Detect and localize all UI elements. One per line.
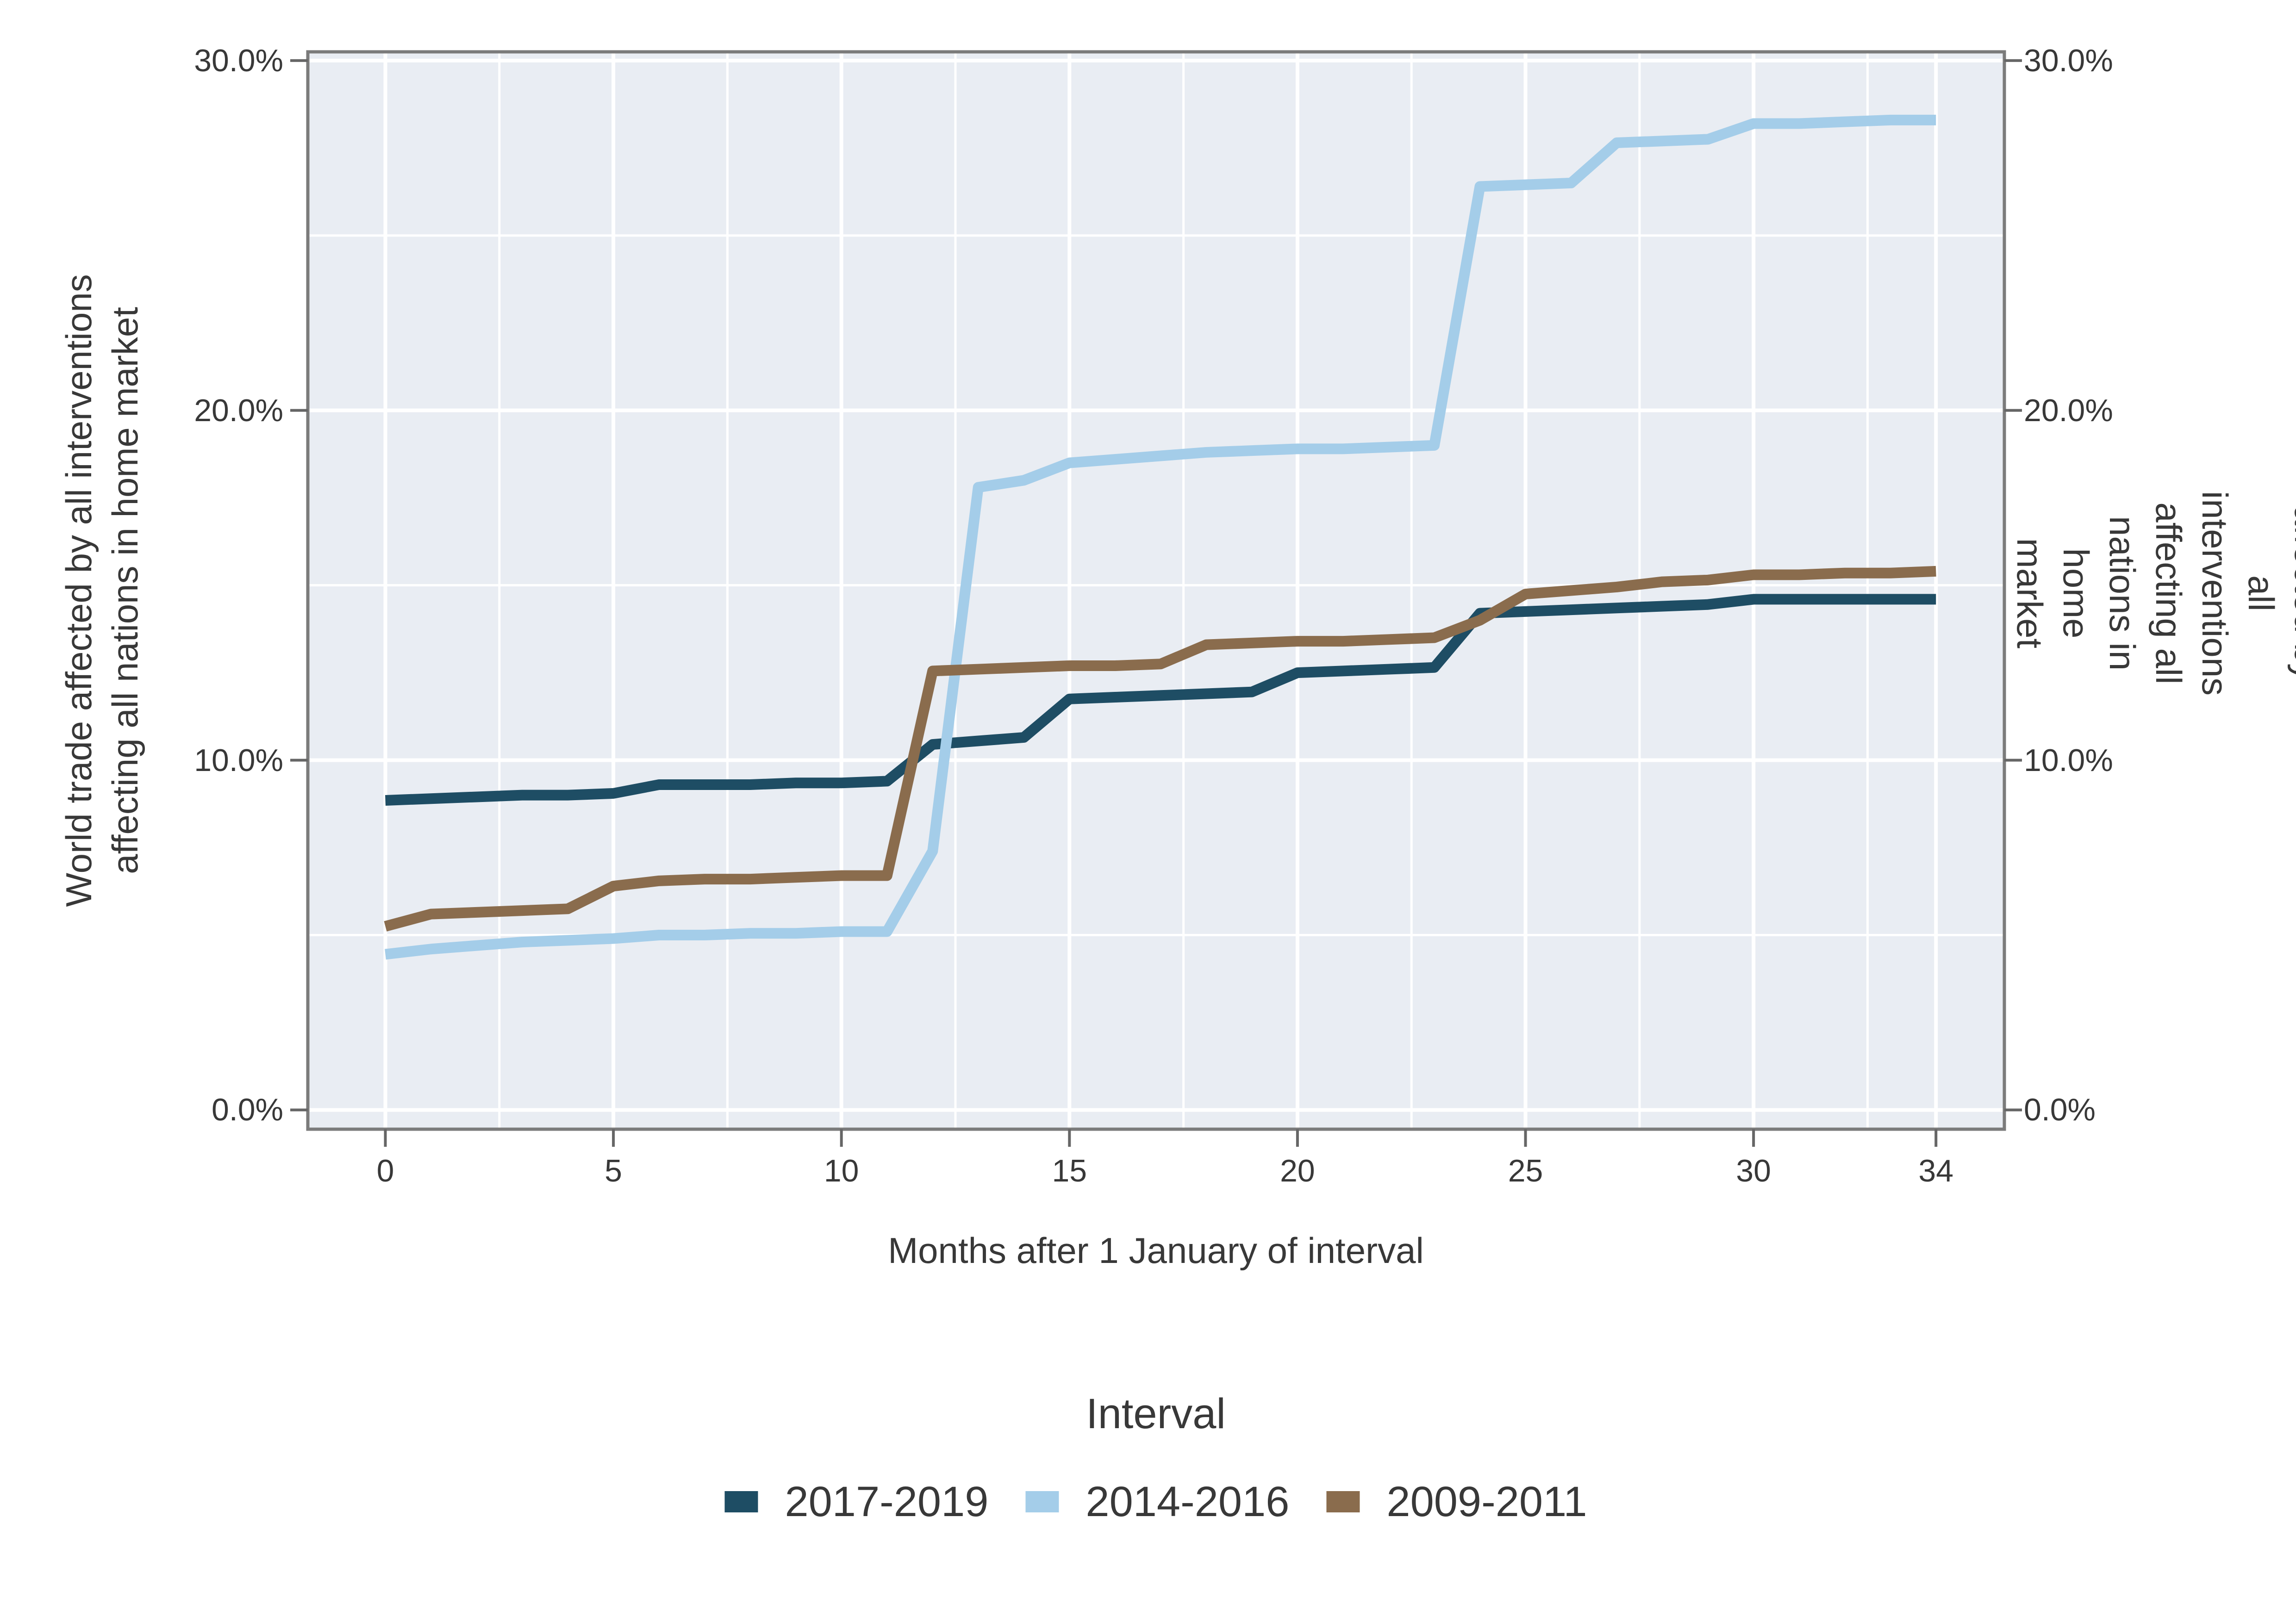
y-tick-label-left: 0.0% (212, 1092, 283, 1128)
legend-label-2009-2011: 2009-2011 (1386, 1478, 1587, 1525)
legend-swatch-2017-2019 (724, 1491, 758, 1512)
legend-item-2014-2016: 2014-2016 (1025, 1480, 1289, 1523)
x-tick-label: 25 (1508, 1153, 1543, 1188)
y-tick-label-right: 20.0% (2024, 392, 2113, 428)
x-tick-label: 20 (1280, 1153, 1315, 1188)
legend: 2017-2019 2014-2016 2009-2011 (724, 1480, 1587, 1523)
plot-panel-border (306, 50, 2006, 1131)
line-series-2009-2011 (384, 566, 1936, 932)
legend-item-2009-2011: 2009-2011 (1326, 1480, 1587, 1523)
y-tick-label-left: 20.0% (194, 392, 283, 428)
legend-swatch-2009-2011 (1326, 1491, 1360, 1512)
y-axis-title-right: World trade affected by all intervention… (2009, 491, 2296, 696)
legend-label-2017-2019: 2017-2019 (785, 1478, 989, 1525)
legend-title: Interval (1086, 1390, 1226, 1437)
y-tick-label-right: 10.0% (2024, 742, 2113, 778)
y-tick-label-left: 10.0% (194, 742, 283, 778)
legend-label-2014-2016: 2014-2016 (1086, 1478, 1290, 1525)
x-tick-label: 5 (605, 1153, 623, 1188)
y-tick-label-right: 0.0% (2024, 1092, 2096, 1128)
y-axis-title-left: World trade affected by all intervention… (58, 274, 145, 907)
x-tick-label: 30 (1736, 1153, 1771, 1188)
legend-item-2017-2019: 2017-2019 (724, 1480, 988, 1523)
line-series-2017-2019 (385, 594, 1936, 806)
x-tick-label: 15 (1052, 1153, 1087, 1188)
plot-panel-background (308, 52, 2004, 1129)
line-series-2014-2016 (385, 114, 1936, 960)
y-tick-label-left: 30.0% (194, 43, 283, 78)
x-axis-title: Months after 1 January of interval (888, 1230, 1424, 1271)
x-tick-label: 10 (824, 1153, 859, 1188)
y-tick-label-right: 30.0% (2024, 43, 2113, 78)
legend-swatch-2014-2016 (1025, 1491, 1059, 1512)
x-tick-label: 34 (1918, 1153, 1954, 1188)
x-tick-label: 0 (376, 1153, 394, 1188)
